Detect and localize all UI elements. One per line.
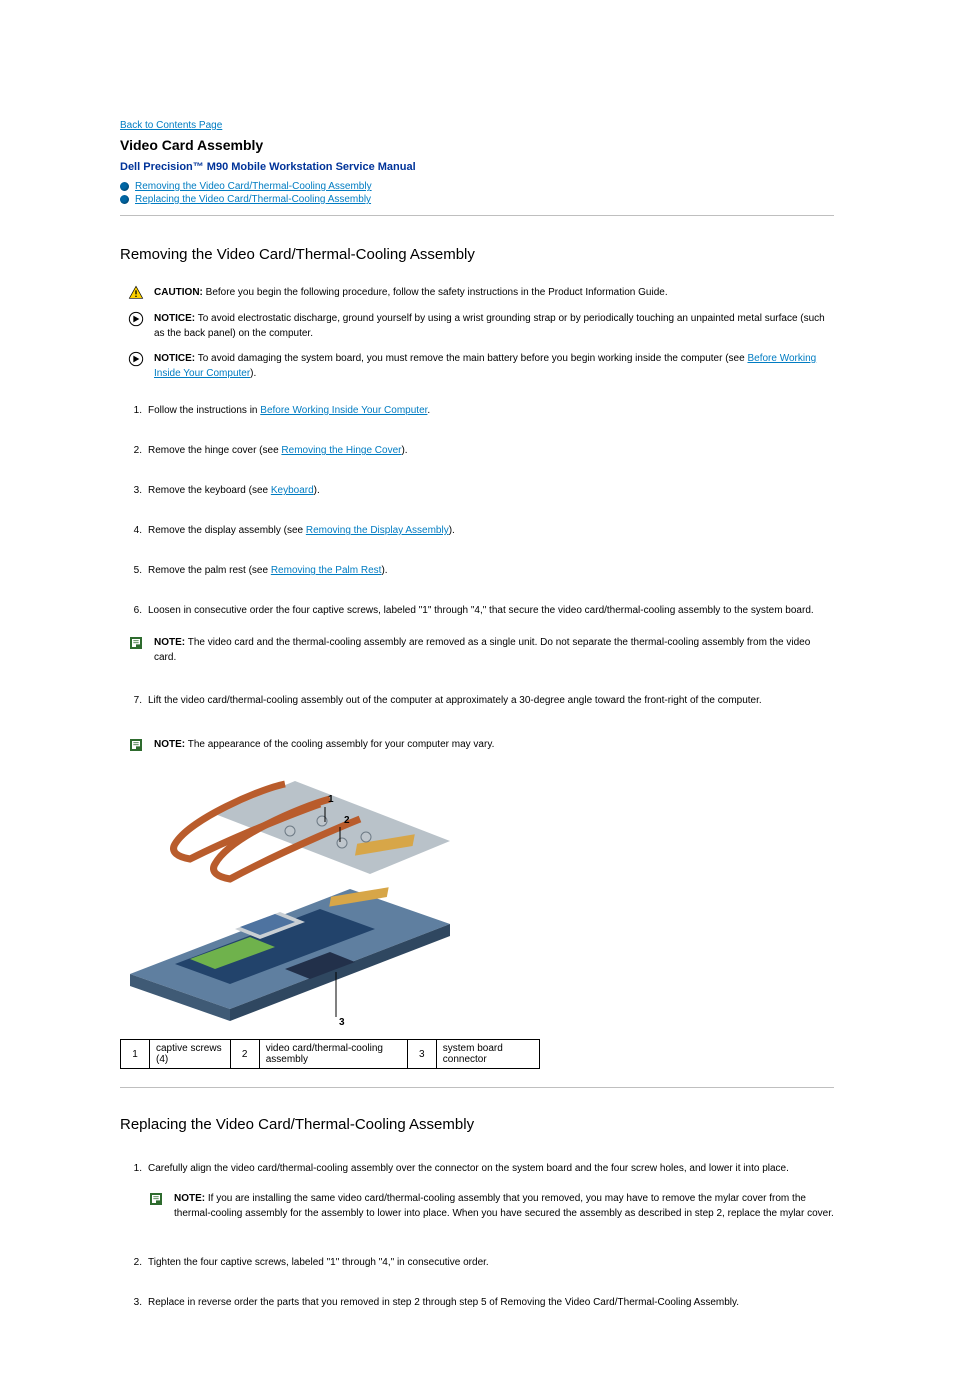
caution-label: CAUTION: xyxy=(154,287,203,298)
caution-body: Before you begin the following procedure… xyxy=(206,287,668,298)
notice-callout-1: NOTICE: To avoid electrostatic discharge… xyxy=(128,311,834,341)
replace-step-3: Replace in reverse order the parts that … xyxy=(128,1283,834,1323)
notice-1-body: To avoid electrostatic discharge, ground… xyxy=(154,313,825,339)
step-6-text: Loosen in consecutive order the four cap… xyxy=(148,605,814,616)
figure-callout-1: 1 xyxy=(328,794,334,805)
bullet-icon xyxy=(120,182,129,191)
step-3-link[interactable]: Keyboard xyxy=(271,485,314,496)
step-3-post: ). xyxy=(314,485,320,496)
page-title: Video Card Assembly xyxy=(120,137,834,153)
steps-list-7: Lift the video card/thermal-cooling asse… xyxy=(128,681,834,721)
legend-3-num: 3 xyxy=(407,1040,436,1069)
note-icon xyxy=(128,737,144,753)
legend-2-text: video card/thermal-cooling assembly xyxy=(259,1040,407,1069)
step-4: Remove the display assembly (see Removin… xyxy=(128,511,834,551)
step-2-pre: Remove the hinge cover (see xyxy=(148,445,281,456)
step-4-post: ). xyxy=(449,525,455,536)
manual-subtitle: Dell Precision™ M90 Mobile Workstation S… xyxy=(120,161,834,173)
step-5-post: ). xyxy=(381,565,387,576)
step-1-pre: Follow the instructions in xyxy=(148,405,260,416)
table-row: 1 captive screws (4) 2 video card/therma… xyxy=(121,1040,540,1069)
notice-icon xyxy=(128,351,144,367)
legend-3-text: system board connector xyxy=(436,1040,539,1069)
note-1-body: The video card and the thermal-cooling a… xyxy=(154,637,810,663)
note-3-label: NOTE: xyxy=(174,1193,205,1204)
toc-link-removing[interactable]: Removing the Video Card/Thermal-Cooling … xyxy=(135,181,372,192)
step-1-link[interactable]: Before Working Inside Your Computer xyxy=(260,405,427,416)
section-heading-replacing: Replacing the Video Card/Thermal-Cooling… xyxy=(120,1116,834,1133)
figure-legend-table: 1 captive screws (4) 2 video card/therma… xyxy=(120,1039,540,1069)
toc-links: Removing the Video Card/Thermal-Cooling … xyxy=(120,181,834,205)
note-1-label: NOTE: xyxy=(154,637,185,648)
step-2-post: ). xyxy=(401,445,407,456)
toc-link-replacing[interactable]: Replacing the Video Card/Thermal-Cooling… xyxy=(135,194,371,205)
caution-text: CAUTION: Before you begin the following … xyxy=(154,285,668,300)
step-6: Loosen in consecutive order the four cap… xyxy=(128,591,834,619)
step-3: Remove the keyboard (see Keyboard). xyxy=(128,471,834,511)
notice-callout-2: NOTICE: To avoid damaging the system boa… xyxy=(128,351,834,381)
note-3-body: If you are installing the same video car… xyxy=(174,1193,834,1219)
step-4-link[interactable]: Removing the Display Assembly xyxy=(306,525,449,536)
note-3-text: NOTE: If you are installing the same vid… xyxy=(174,1191,834,1221)
step-4-pre: Remove the display assembly (see xyxy=(148,525,306,536)
notice-2-text: NOTICE: To avoid damaging the system boa… xyxy=(154,351,834,381)
step-7: Lift the video card/thermal-cooling asse… xyxy=(128,681,834,721)
legend-2-num: 2 xyxy=(230,1040,259,1069)
step-5-link[interactable]: Removing the Palm Rest xyxy=(271,565,382,576)
step-1: Follow the instructions in Before Workin… xyxy=(128,391,834,431)
replace-step-1: Carefully align the video card/thermal-c… xyxy=(128,1149,834,1243)
step-2-link[interactable]: Removing the Hinge Cover xyxy=(281,445,401,456)
back-to-contents-link[interactable]: Back to Contents Page xyxy=(120,120,222,131)
note-2-text: NOTE: The appearance of the cooling asse… xyxy=(154,737,494,752)
note-1-text: NOTE: The video card and the thermal-coo… xyxy=(154,635,834,665)
steps2-list: Carefully align the video card/thermal-c… xyxy=(128,1149,834,1323)
caution-callout: CAUTION: Before you begin the following … xyxy=(128,285,834,301)
replace-step-2-text: Tighten the four captive screws, labeled… xyxy=(148,1257,489,1268)
notice-icon xyxy=(128,311,144,327)
step-7-text: Lift the video card/thermal-cooling asse… xyxy=(148,695,762,706)
replace-step-3-text: Replace in reverse order the parts that … xyxy=(148,1297,739,1308)
steps-list: Follow the instructions in Before Workin… xyxy=(128,391,834,619)
bullet-icon xyxy=(120,195,129,204)
figure-callout-2: 2 xyxy=(344,815,350,826)
step-2: Remove the hinge cover (see Removing the… xyxy=(128,431,834,471)
section-heading-removing: Removing the Video Card/Thermal-Cooling … xyxy=(120,246,834,263)
replace-step-2: Tighten the four captive screws, labeled… xyxy=(128,1243,834,1283)
note-2-body: The appearance of the cooling assembly f… xyxy=(188,739,495,750)
step-5-pre: Remove the palm rest (see xyxy=(148,565,271,576)
step-5: Remove the palm rest (see Removing the P… xyxy=(128,551,834,591)
notice-2-pre: To avoid damaging the system board, you … xyxy=(198,353,748,364)
divider xyxy=(120,1087,834,1088)
step-3-pre: Remove the keyboard (see xyxy=(148,485,271,496)
note-icon xyxy=(148,1191,164,1207)
note-2-label: NOTE: xyxy=(154,739,185,750)
caution-icon xyxy=(128,285,144,301)
replace-step-1-text: Carefully align the video card/thermal-c… xyxy=(148,1163,789,1174)
legend-1-text: captive screws (4) xyxy=(150,1040,231,1069)
divider xyxy=(120,215,834,216)
note-icon xyxy=(128,635,144,651)
notice-1-text: NOTICE: To avoid electrostatic discharge… xyxy=(154,311,834,341)
figure-video-card-assembly: 1 2 3 xyxy=(120,769,460,1029)
note-callout-2: NOTE: The appearance of the cooling asse… xyxy=(128,737,834,753)
notice-1-label: NOTICE: xyxy=(154,313,195,324)
notice-2-post: ). xyxy=(250,368,256,379)
figure-callout-3: 3 xyxy=(339,1017,345,1028)
note-callout-1: NOTE: The video card and the thermal-coo… xyxy=(128,635,834,665)
legend-1-num: 1 xyxy=(121,1040,150,1069)
notice-2-label: NOTICE: xyxy=(154,353,195,364)
note-callout-3: NOTE: If you are installing the same vid… xyxy=(148,1191,834,1221)
step-1-post: . xyxy=(427,405,430,416)
